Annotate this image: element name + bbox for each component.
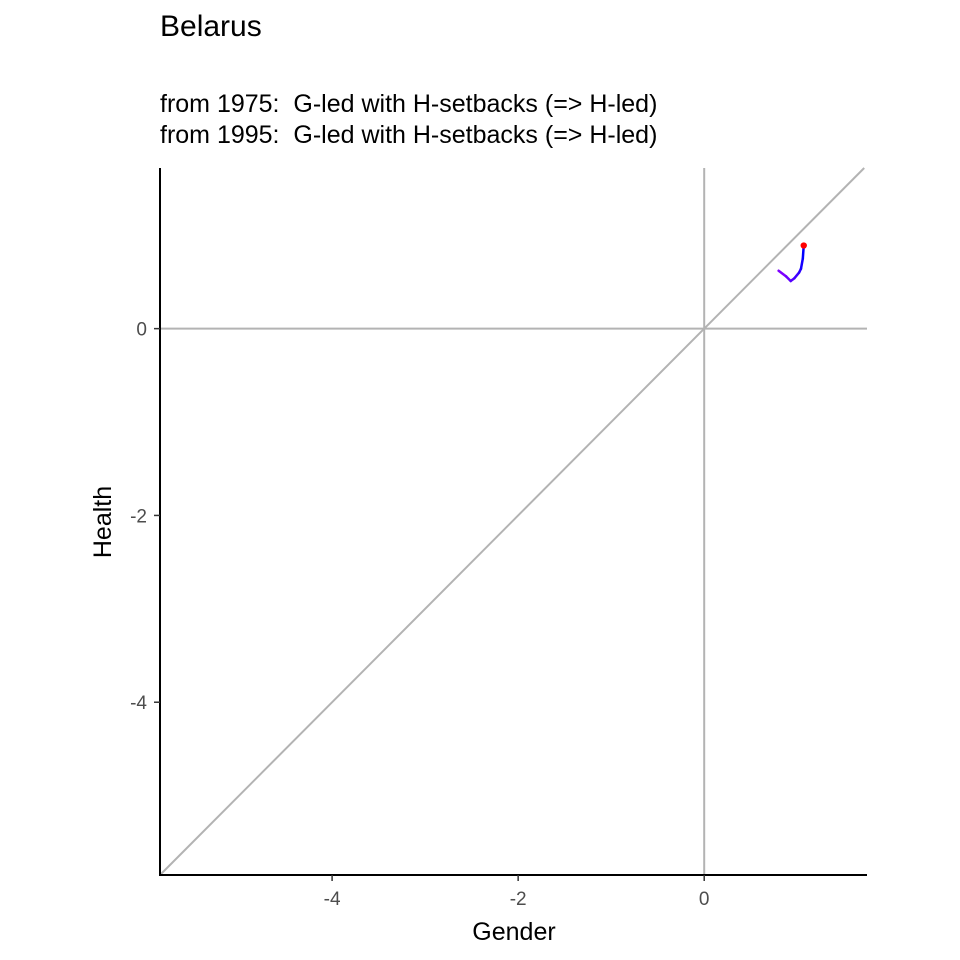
x-tick-label: -2 — [510, 889, 527, 910]
axes — [159, 168, 867, 876]
reference-line-diagonal — [159, 167, 865, 876]
chart-subtitle-line-1: from 1975: G-led with H-setbacks (=> H-l… — [160, 90, 658, 118]
y-tick-label: -4 — [130, 693, 147, 714]
trajectory — [777, 242, 807, 283]
x-axis-title: Gender — [472, 918, 555, 946]
trajectory-segment — [799, 257, 805, 271]
ticks: -4 -2 0 0 -2 -4 — [130, 320, 709, 910]
x-tick-label: 0 — [699, 889, 710, 910]
y-tick-label: 0 — [136, 320, 147, 341]
chart-title: Belarus — [160, 10, 262, 43]
y-tick-label: -2 — [130, 506, 147, 527]
trajectory-segment — [777, 269, 788, 278]
y-axis-title: Health — [89, 486, 117, 558]
x-tick-label: -4 — [324, 889, 341, 910]
reference-lines — [159, 167, 867, 876]
chart-subtitle-line-2: from 1995: G-led with H-setbacks (=> H-l… — [160, 121, 658, 149]
trajectory-endpoint — [800, 242, 807, 249]
